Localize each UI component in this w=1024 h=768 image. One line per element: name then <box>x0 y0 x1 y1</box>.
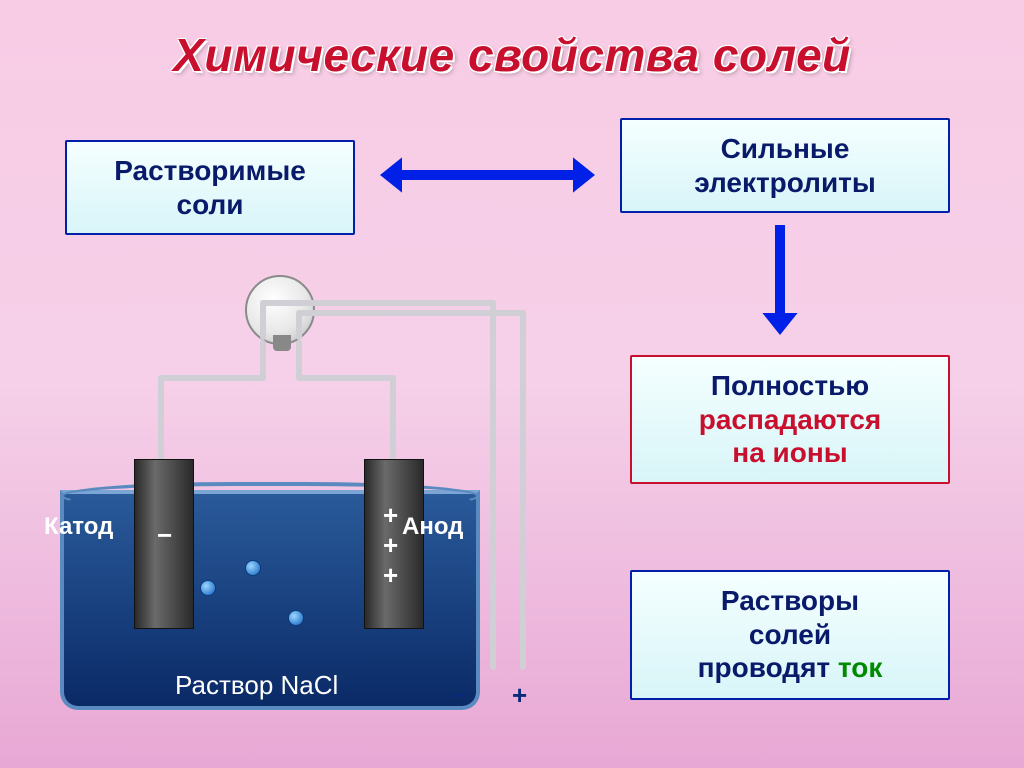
solution-label: Раствор NaCl <box>175 670 338 701</box>
ion-particle <box>200 580 216 596</box>
page-title: Химические свойства солей <box>0 28 1024 82</box>
minus-sign: − <box>157 520 172 551</box>
box-conduct-current: Растворысолейпроводят ток <box>630 570 950 700</box>
wire <box>260 340 266 380</box>
ion-particle <box>288 610 304 626</box>
wire <box>260 300 266 340</box>
wire <box>390 375 396 460</box>
plus-sign: + <box>383 560 398 591</box>
down-arrow-icon <box>758 225 802 335</box>
source-minus: − <box>452 680 467 711</box>
wire <box>296 340 302 380</box>
wire <box>158 375 164 460</box>
wire <box>296 375 396 381</box>
anode-label: Анод <box>402 513 463 541</box>
box-soluble-salts: Растворимыесоли <box>65 140 355 235</box>
wire <box>260 300 496 306</box>
box-dissociate: Полностьюраспадаютсяна ионы <box>630 355 950 484</box>
wire <box>158 375 266 381</box>
source-plus: + <box>512 680 527 711</box>
wire <box>490 300 496 670</box>
plus-sign: + <box>383 530 398 561</box>
box-strong-electrolytes: Сильныеэлектролиты <box>620 118 950 213</box>
plus-sign: + <box>383 500 398 531</box>
cathode-label: Катод <box>44 513 113 541</box>
electrolysis-apparatus: − + + + Катод Анод Раствор NaCl − + <box>40 330 560 750</box>
ion-particle <box>245 560 261 576</box>
cathode-electrode: − <box>134 459 194 629</box>
wire <box>520 310 526 670</box>
anode-electrode: + + + <box>364 459 424 629</box>
double-arrow-icon <box>380 153 595 197</box>
